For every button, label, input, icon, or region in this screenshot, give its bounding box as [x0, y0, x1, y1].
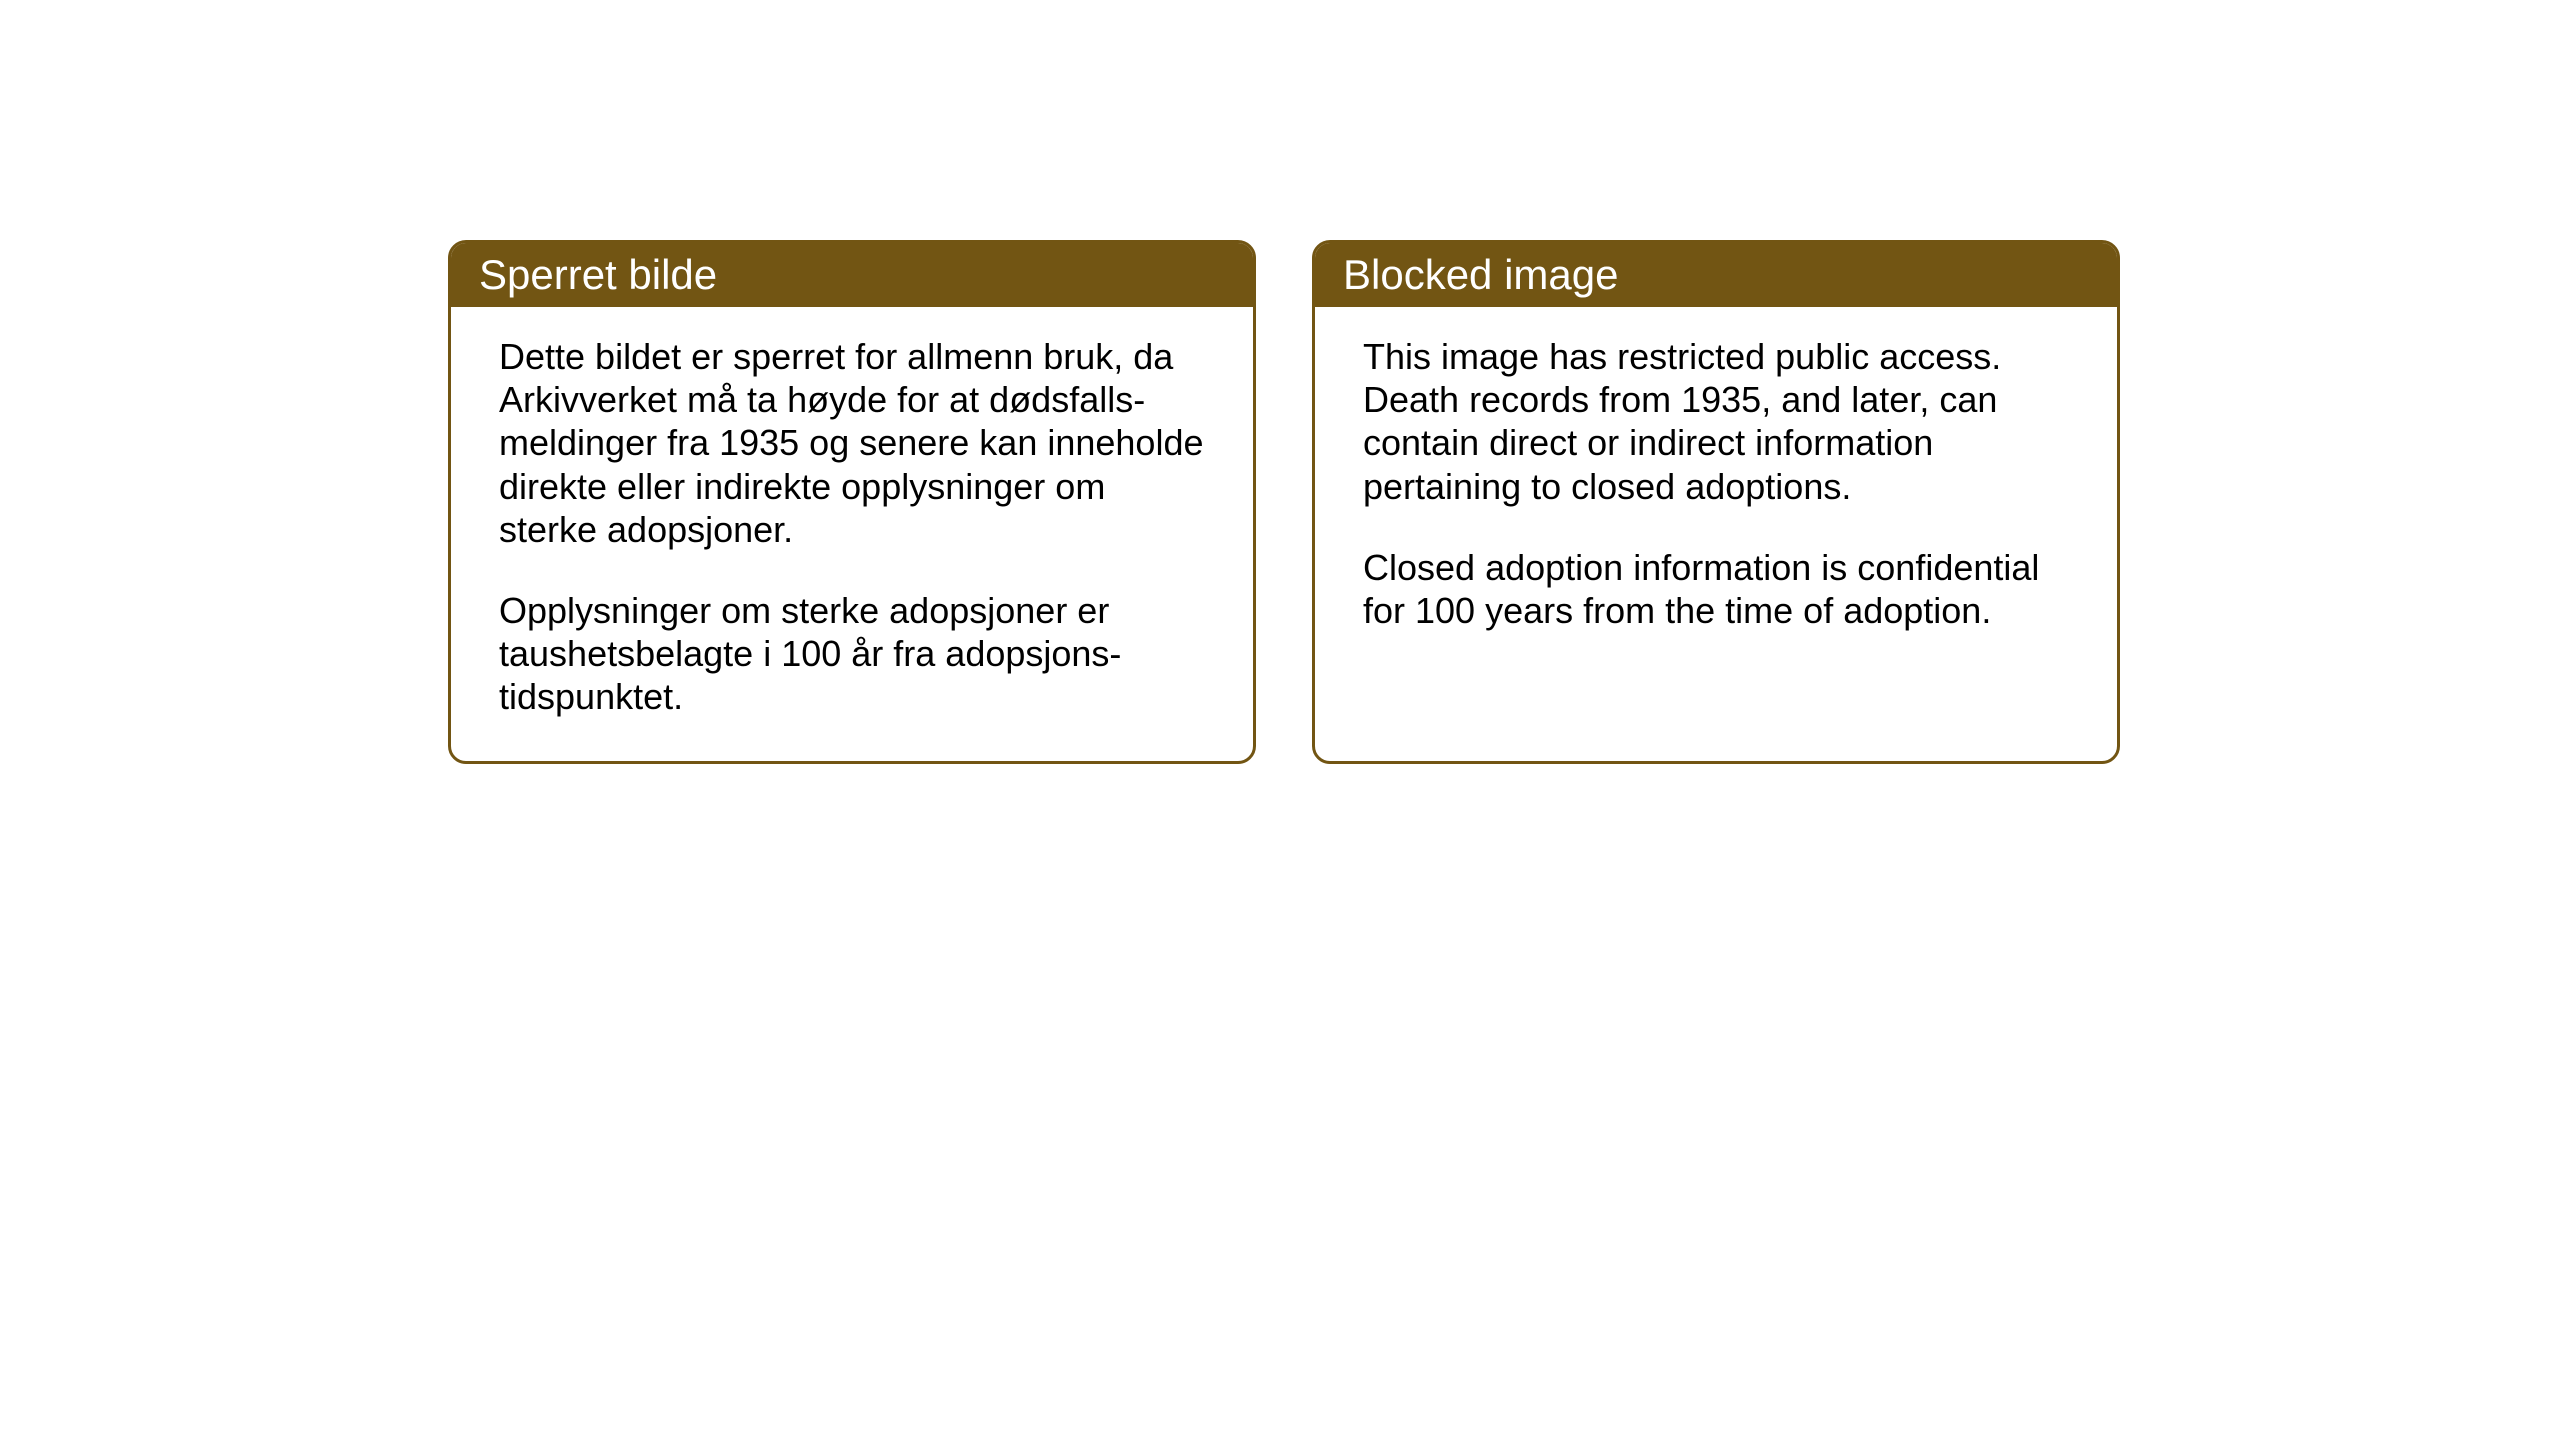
card-english: Blocked image This image has restricted … [1312, 240, 2120, 764]
card-paragraph-norwegian-2: Opplysninger om sterke adopsjoner er tau… [499, 589, 1205, 719]
card-paragraph-english-1: This image has restricted public access.… [1363, 335, 2069, 508]
card-header-english: Blocked image [1315, 243, 2117, 307]
card-body-english: This image has restricted public access.… [1315, 307, 2117, 674]
card-body-norwegian: Dette bildet er sperret for allmenn bruk… [451, 307, 1253, 761]
cards-container: Sperret bilde Dette bildet er sperret fo… [448, 240, 2120, 764]
card-title-norwegian: Sperret bilde [479, 251, 717, 298]
card-paragraph-norwegian-1: Dette bildet er sperret for allmenn bruk… [499, 335, 1205, 551]
card-norwegian: Sperret bilde Dette bildet er sperret fo… [448, 240, 1256, 764]
card-paragraph-english-2: Closed adoption information is confident… [1363, 546, 2069, 632]
card-title-english: Blocked image [1343, 251, 1618, 298]
card-header-norwegian: Sperret bilde [451, 243, 1253, 307]
